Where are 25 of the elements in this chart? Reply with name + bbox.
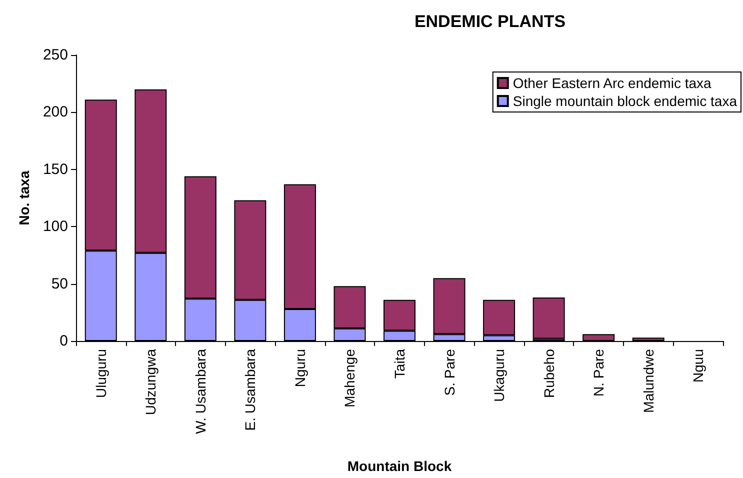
x-tick-label: Mahenge	[342, 348, 358, 408]
x-tick-label: E. Usambara	[242, 348, 258, 431]
bar	[532, 298, 565, 339]
x-tick-label: N. Pare	[590, 348, 607, 396]
legend-label: Other Eastern Arc endemic taxa	[512, 75, 712, 91]
y-axis-title: No. taxa	[16, 170, 32, 226]
x-tick-label: Ukaguru	[491, 349, 508, 402]
y-tick-label: 0	[60, 332, 68, 350]
x-tick-label: Udzungwa	[142, 348, 159, 416]
chart-title: ENDEMIC PLANTS	[414, 12, 566, 31]
x-axis-title: Mountain Block	[347, 458, 452, 474]
y-tick-label: 50	[51, 275, 68, 292]
y-tick-label: 200	[42, 104, 68, 121]
y-tick-label: 100	[42, 218, 68, 236]
x-tick-label: Taita	[392, 348, 408, 379]
x-tick-label: Uluguru	[92, 349, 109, 398]
x-tick-label: Rubeho	[540, 348, 557, 398]
x-tick-label: Nguru	[292, 349, 308, 388]
x-tick-label: Nguu	[690, 349, 706, 382]
legend-label: Single mountain block endemic taxa	[512, 93, 738, 109]
y-tick-label: 250	[42, 46, 68, 64]
x-tick-label: S. Pare	[441, 348, 458, 396]
y-tick-label: 150	[42, 160, 68, 178]
x-tick-label: W. Usambara	[192, 348, 208, 434]
x-tick-label: Malundwe	[640, 348, 656, 413]
